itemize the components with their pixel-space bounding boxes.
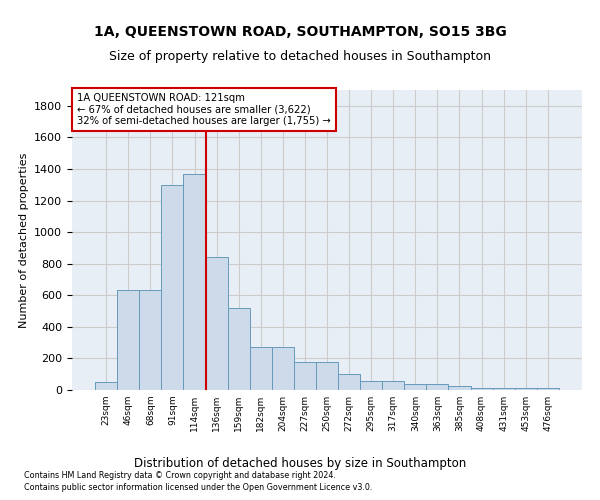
Bar — [250, 346, 272, 390]
Bar — [117, 290, 139, 390]
Text: Size of property relative to detached houses in Southampton: Size of property relative to detached ho… — [109, 50, 491, 63]
Bar — [206, 258, 227, 390]
Bar — [360, 382, 382, 390]
Text: Contains HM Land Registry data © Crown copyright and database right 2024.: Contains HM Land Registry data © Crown c… — [24, 470, 336, 480]
Bar — [427, 384, 448, 390]
Bar — [95, 382, 117, 390]
Text: Distribution of detached houses by size in Southampton: Distribution of detached houses by size … — [134, 458, 466, 470]
Bar — [448, 386, 470, 390]
Bar — [382, 382, 404, 390]
Text: 1A, QUEENSTOWN ROAD, SOUTHAMPTON, SO15 3BG: 1A, QUEENSTOWN ROAD, SOUTHAMPTON, SO15 3… — [94, 25, 506, 39]
Bar — [515, 388, 537, 390]
Bar — [227, 308, 250, 390]
Bar — [404, 384, 427, 390]
Bar — [338, 374, 360, 390]
Y-axis label: Number of detached properties: Number of detached properties — [19, 152, 29, 328]
Bar — [184, 174, 206, 390]
Text: 1A QUEENSTOWN ROAD: 121sqm
← 67% of detached houses are smaller (3,622)
32% of s: 1A QUEENSTOWN ROAD: 121sqm ← 67% of deta… — [77, 93, 331, 126]
Bar — [537, 388, 559, 390]
Bar — [493, 388, 515, 390]
Bar — [316, 362, 338, 390]
Bar — [272, 346, 294, 390]
Bar — [139, 290, 161, 390]
Bar — [294, 362, 316, 390]
Text: Contains public sector information licensed under the Open Government Licence v3: Contains public sector information licen… — [24, 483, 373, 492]
Bar — [470, 388, 493, 390]
Bar — [161, 184, 184, 390]
